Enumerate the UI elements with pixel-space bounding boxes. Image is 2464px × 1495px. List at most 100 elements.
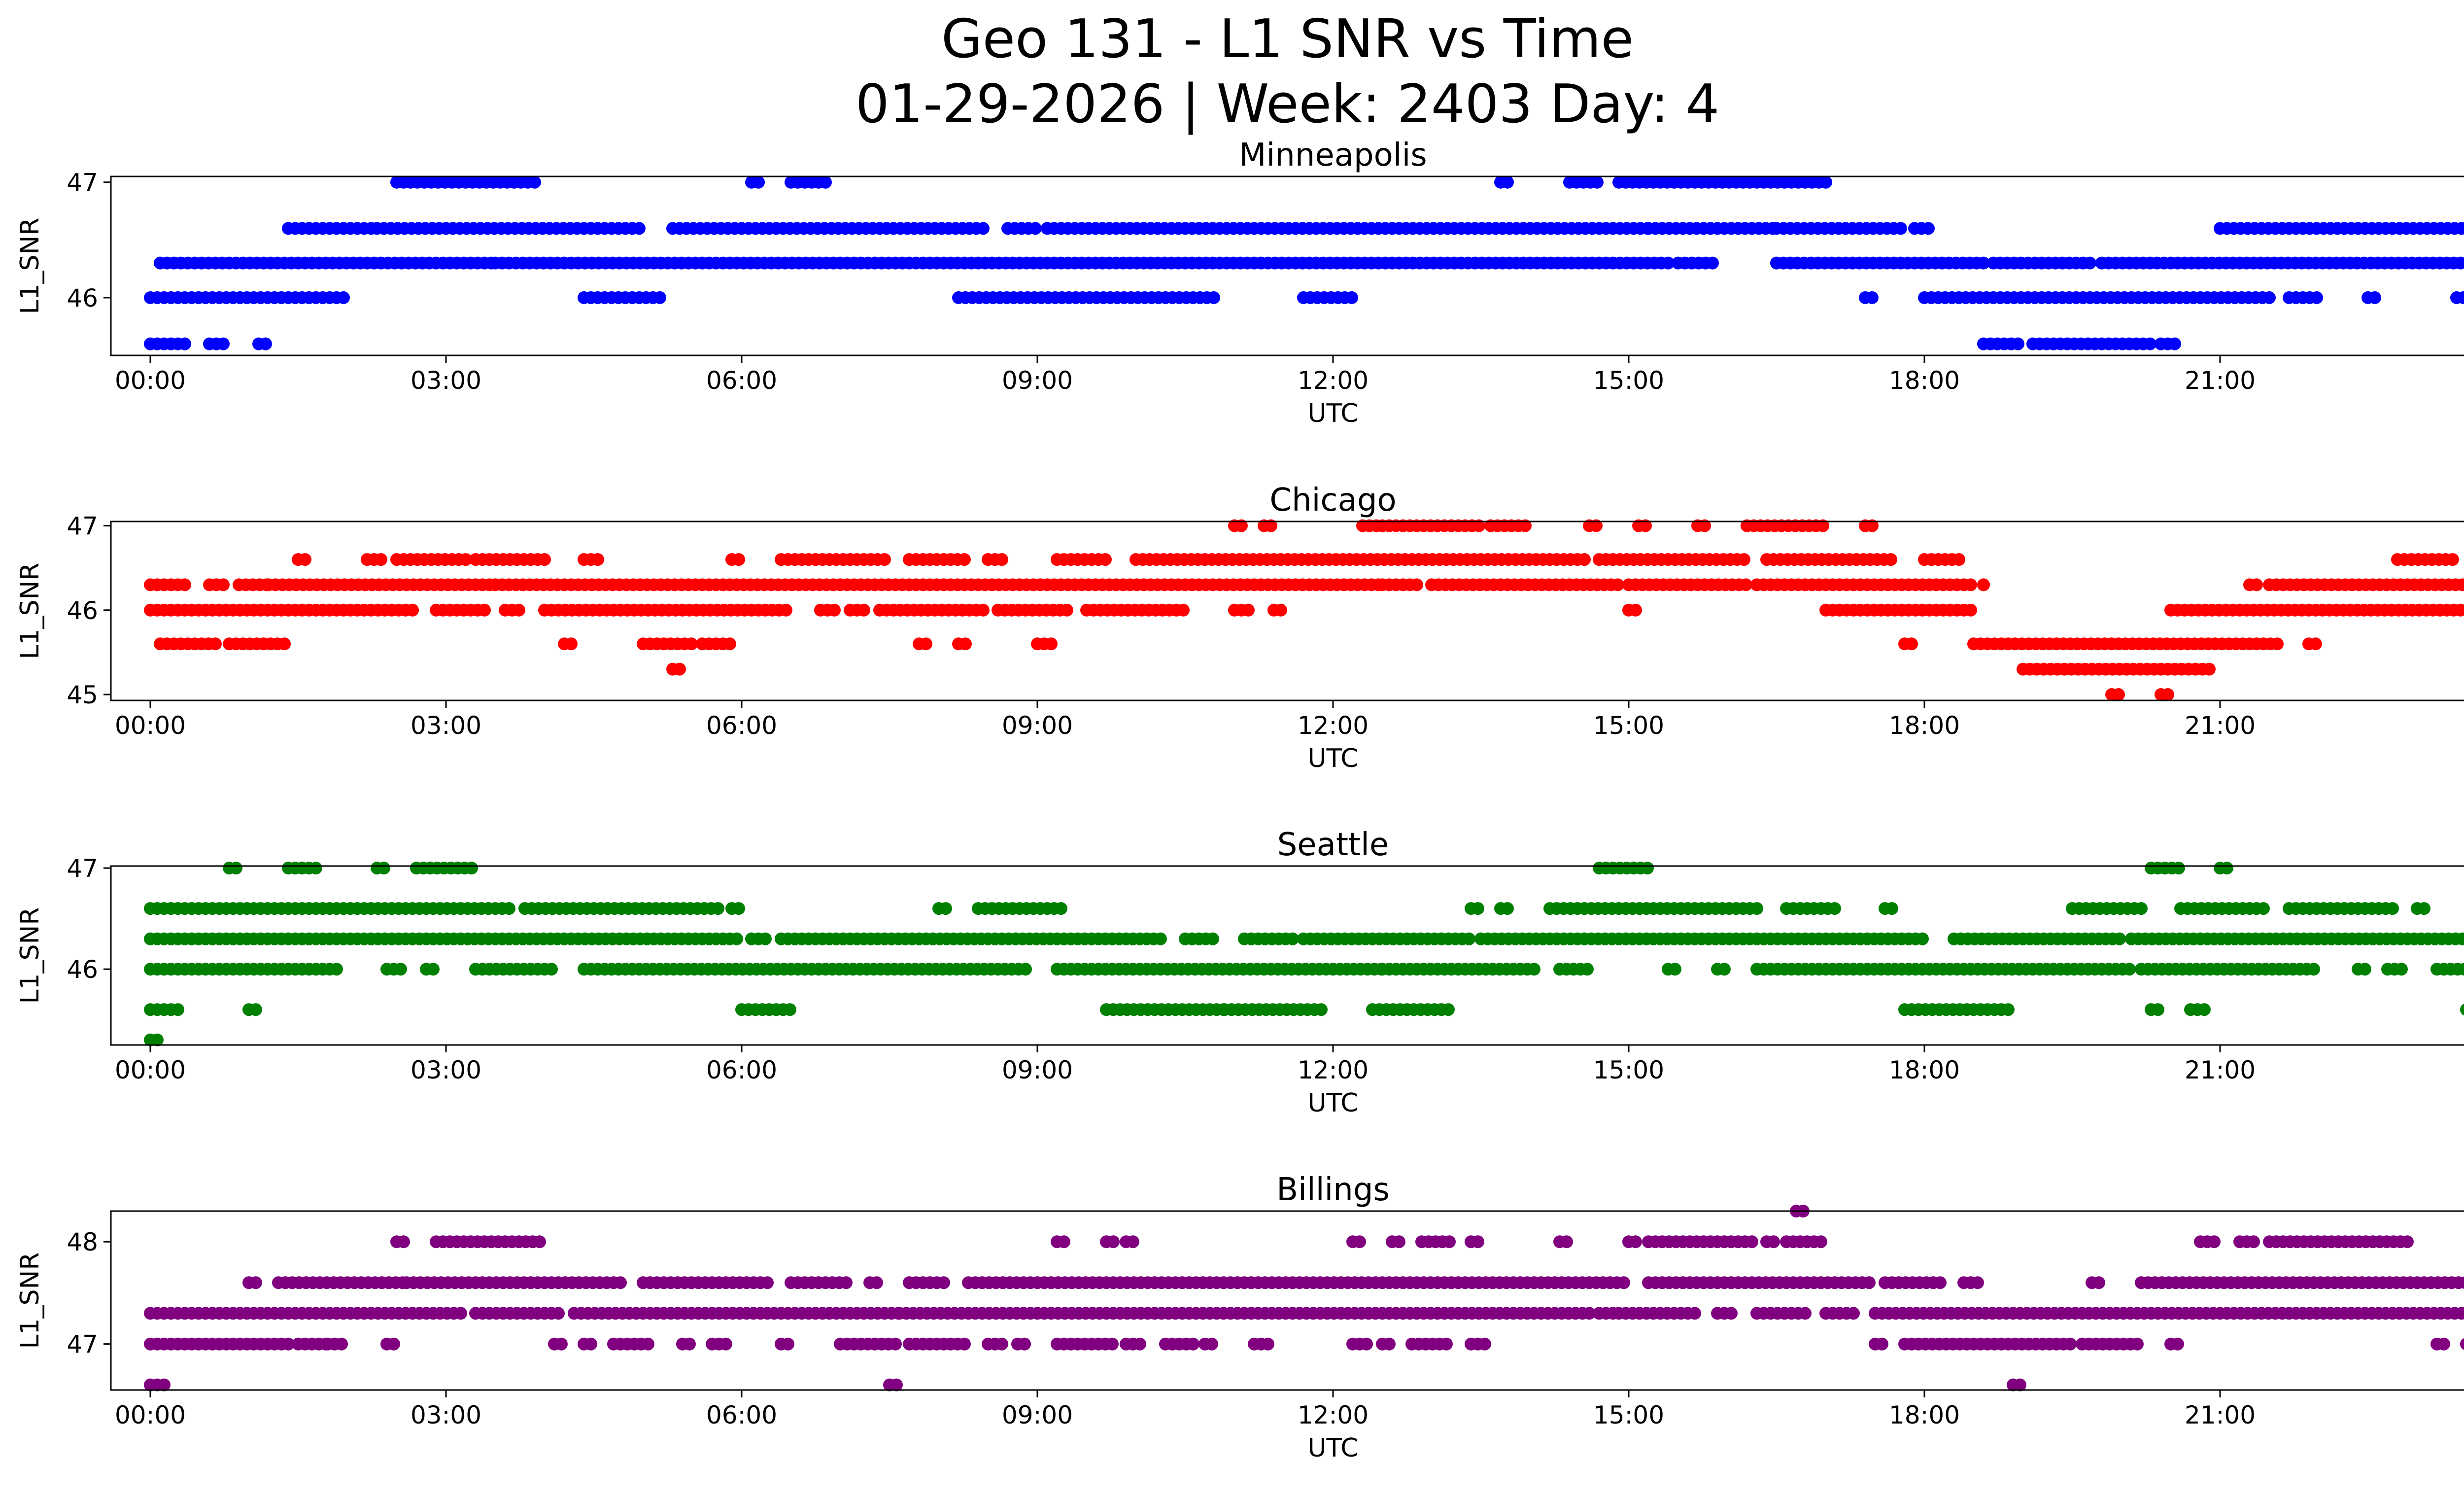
billings-data-point — [1847, 1307, 1860, 1320]
billings-data-point — [1472, 1235, 1484, 1249]
seattle-y-tick-label: 47 — [67, 854, 98, 883]
seattle-data-point — [1019, 963, 1032, 976]
chicago-data-point — [2454, 603, 2464, 617]
billings-data-point — [1440, 1337, 1453, 1351]
chicago-data-point — [685, 637, 698, 651]
billings-data-point — [1767, 1235, 1780, 1249]
chicago-x-tick-label: 09:00 — [1002, 711, 1073, 740]
seattle-data-point — [1641, 862, 1654, 875]
billings-data-point — [1617, 1276, 1630, 1289]
seattle-data-point — [503, 902, 515, 915]
seattle-data-point — [1501, 902, 1514, 915]
minneapolis-data-point — [1894, 222, 1907, 235]
minneapolis-data-point — [2461, 257, 2464, 269]
billings-data-point — [2014, 1378, 2026, 1391]
chicago-data-point — [565, 637, 578, 651]
minneapolis-data-point — [1501, 175, 1514, 189]
billings-data-point — [1133, 1337, 1146, 1351]
billings-data-point — [642, 1337, 654, 1351]
chicago-data-point — [1738, 553, 1750, 566]
chicago-data-point — [459, 553, 472, 566]
minneapolis-data-point — [2455, 222, 2464, 235]
billings-data-point — [719, 1337, 732, 1351]
minneapolis-data-point — [1977, 256, 1990, 270]
chicago-data-point — [1905, 637, 1918, 651]
chicago-data-point — [299, 553, 311, 566]
billings-data-point — [2401, 1235, 2414, 1249]
seattle-data-point — [330, 963, 343, 976]
chicago-data-points — [144, 519, 2464, 701]
minneapolis-data-point — [752, 175, 765, 189]
chicago-data-point — [1698, 519, 1711, 532]
billings-x-tick-label: 06:00 — [706, 1401, 777, 1429]
billings-data-point — [2208, 1235, 2221, 1249]
minneapolis-data-point — [2462, 224, 2464, 233]
chicago-data-point — [478, 603, 491, 617]
minneapolis-x-tick-label: 18:00 — [1889, 366, 1960, 395]
seattle-data-point — [1750, 902, 1763, 915]
chicago-data-point — [1740, 578, 1752, 591]
minneapolis-data-point — [653, 291, 666, 304]
seattle-data-point — [2221, 862, 2233, 875]
seattle-x-axis-label: UTC — [1307, 1088, 1358, 1118]
seattle-data-point — [1581, 963, 1594, 976]
chicago-data-point — [1265, 519, 1277, 532]
seattle-data-point — [2458, 963, 2464, 976]
seattle-subplot-title: Seattle — [1277, 827, 1389, 863]
chicago-data-point — [2461, 604, 2464, 616]
seattle-data-point — [1286, 932, 1299, 945]
minneapolis-x-tick-label: 03:00 — [411, 366, 481, 395]
seattle-x-tick-label: 09:00 — [1002, 1056, 1073, 1084]
chicago-data-point — [673, 662, 686, 676]
seattle-data-point — [732, 902, 745, 915]
chicago-y-axis-label: L1_SNR — [15, 562, 45, 659]
seattle-x-tick-label: 12:00 — [1298, 1056, 1369, 1084]
chicago-data-point — [1045, 637, 1058, 651]
billings-data-point — [1799, 1307, 1812, 1320]
chicago-data-point — [278, 637, 291, 651]
seattle-data-point — [712, 902, 724, 915]
minneapolis-x-tick-label: 12:00 — [1298, 366, 1369, 395]
minneapolis-data-point — [1662, 256, 1675, 270]
chicago-data-point — [959, 637, 972, 651]
billings-data-point — [335, 1337, 348, 1351]
billings-x-tick-label: 09:00 — [1002, 1401, 1073, 1429]
minneapolis-subplot-title: Minneapolis — [1239, 137, 1427, 174]
billings-data-point — [1814, 1235, 1827, 1249]
billings-data-point — [1934, 1276, 1947, 1289]
minneapolis-data-point — [633, 222, 646, 235]
minneapolis-data-point — [337, 291, 350, 304]
billings-data-point — [1205, 1337, 1218, 1351]
billings-data-point — [890, 1378, 903, 1391]
minneapolis-data-point — [2454, 256, 2464, 270]
minneapolis-y-tick-label: 46 — [67, 284, 98, 313]
billings-data-point — [1688, 1307, 1701, 1320]
chicago-data-point — [538, 553, 551, 566]
seattle-data-point — [2359, 963, 2371, 976]
chicago-data-point — [178, 578, 191, 591]
chicago-y-tick-label: 46 — [67, 596, 98, 625]
billings-data-point — [1560, 1235, 1573, 1249]
seattle-data-point — [1885, 902, 1898, 915]
chicago-data-point — [1639, 519, 1652, 532]
seattle-x-tick-label: 21:00 — [2185, 1056, 2256, 1084]
chicago-y-tick-label: 45 — [67, 681, 98, 709]
billings-data-point — [1629, 1235, 1642, 1249]
billings-data-point — [1187, 1337, 1199, 1351]
seattle-data-point — [2456, 932, 2464, 945]
page-title-line-1: Geo 131 - L1 SNR vs Time — [941, 8, 1634, 70]
chicago-data-point — [1242, 603, 1255, 617]
billings-data-point — [889, 1337, 902, 1351]
chicago-data-point — [1410, 578, 1423, 591]
seattle-x-tick-label: 00:00 — [115, 1056, 186, 1084]
chicago-data-point — [1964, 603, 1977, 617]
billings-data-point — [1725, 1307, 1738, 1320]
billings-data-point — [1106, 1337, 1119, 1351]
billings-data-point — [1863, 1276, 1876, 1289]
minneapolis-x-axis-label: UTC — [1307, 399, 1358, 428]
chicago-data-point — [209, 637, 222, 651]
billings-data-point — [1107, 1235, 1120, 1249]
seattle-data-point — [1315, 1003, 1328, 1016]
seattle-data-point — [1718, 963, 1731, 976]
